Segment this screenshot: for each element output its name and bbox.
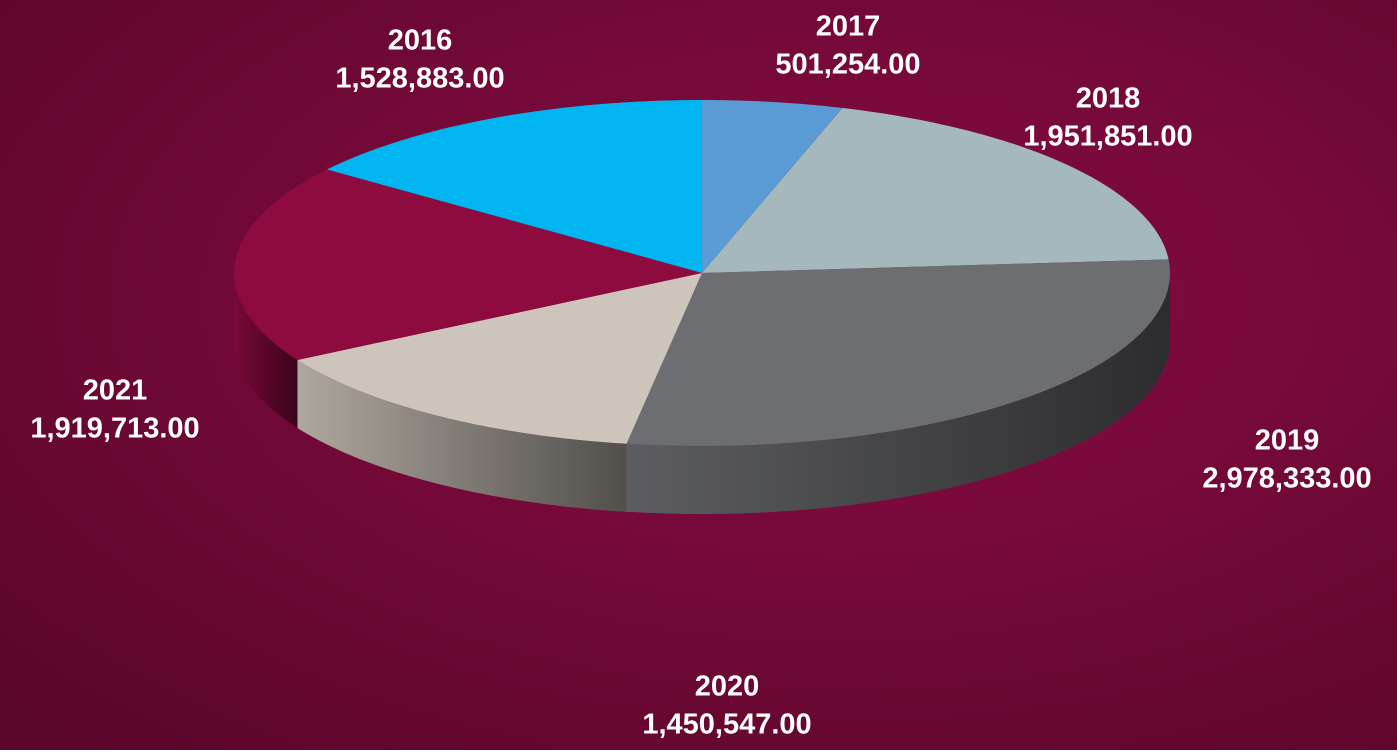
category-label: 2017 (816, 11, 881, 43)
category-label: 2020 (695, 671, 760, 703)
pie-slice (626, 259, 1170, 446)
category-label: 2016 (388, 25, 453, 57)
pie-slice (702, 107, 1169, 273)
pie-side-shade (626, 273, 1170, 514)
pie-slice (326, 100, 702, 273)
value-label: 2,978,333.00 (1202, 463, 1371, 495)
pie-slice (297, 273, 702, 444)
pie-slice (234, 169, 703, 360)
category-label: 2021 (83, 375, 148, 407)
value-label: 1,919,713.00 (30, 413, 199, 445)
pie-slice (702, 100, 843, 273)
value-label: 1,951,851.00 (1023, 121, 1192, 153)
value-label: 501,254.00 (775, 49, 920, 81)
pie-side-shade (297, 359, 627, 512)
pie-side-shade (234, 273, 298, 428)
value-label: 1,528,883.00 (335, 63, 504, 95)
category-label: 2018 (1076, 83, 1141, 115)
value-label: 1,450,547.00 (642, 709, 811, 741)
category-label: 2019 (1255, 425, 1320, 457)
